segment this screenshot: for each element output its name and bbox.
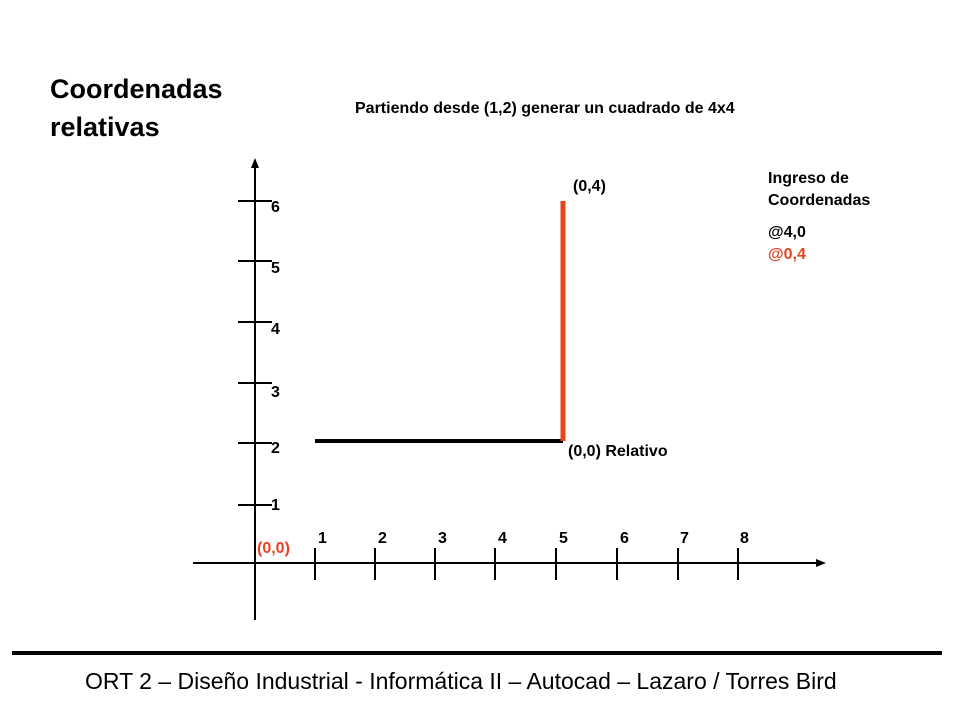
command-2: @0,4 [768, 246, 806, 263]
relative-origin-label: (0,0) Relativo [568, 443, 668, 460]
footer-text: ORT 2 – Diseño Industrial - Informática … [85, 668, 837, 694]
y-tick-label: 6 [271, 199, 280, 216]
x-tick-label: 7 [680, 530, 689, 547]
y-tick-label: 3 [271, 384, 280, 401]
footer-divider [12, 651, 942, 655]
x-tick-label: 2 [378, 530, 387, 547]
origin-label: (0,0) [257, 540, 290, 557]
y-tick-label: 1 [271, 497, 280, 514]
panel-heading-line-2: Coordenadas [768, 192, 871, 209]
x-tick-label: 8 [740, 530, 749, 547]
y-tick-label: 5 [271, 260, 280, 277]
title-line-2: relativas [50, 112, 160, 142]
coordinate-input-panel: Ingreso de Coordenadas @4,0 @0,4 [768, 168, 870, 266]
x-tick-label: 4 [498, 530, 507, 547]
x-axis-arrow [816, 559, 826, 567]
panel-heading-line-1: Ingreso de [768, 170, 849, 187]
title-line-1: Coordenadas [50, 74, 223, 104]
endpoint-label: (0,4) [573, 178, 606, 195]
y-axis-arrow [251, 158, 259, 168]
y-tick-label: 4 [271, 321, 280, 338]
x-tick-label: 1 [318, 530, 327, 547]
slide-title: Coordenadas relativas [50, 70, 290, 146]
x-tick-label: 3 [438, 530, 447, 547]
y-tick-label: 2 [271, 440, 280, 457]
x-tick-label: 5 [559, 530, 568, 547]
slide-subtitle: Partiendo desde (1,2) generar un cuadrad… [355, 100, 735, 117]
x-tick-label: 6 [620, 530, 629, 547]
command-1: @4,0 [768, 224, 806, 241]
